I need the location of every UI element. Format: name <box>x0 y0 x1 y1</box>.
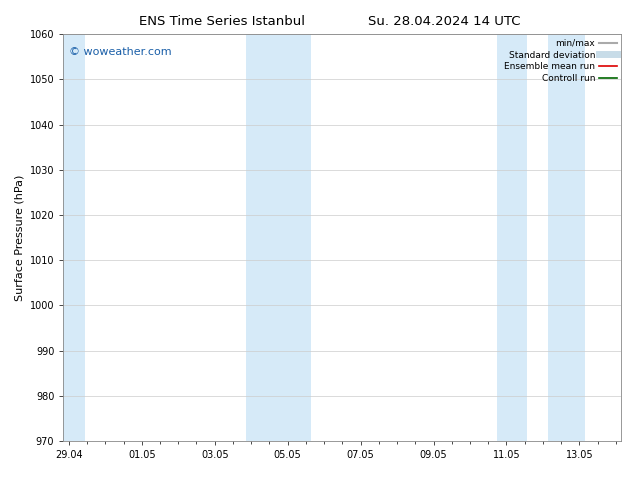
Bar <box>246 34 311 441</box>
Bar <box>548 34 585 441</box>
Text: ENS Time Series Istanbul: ENS Time Series Istanbul <box>139 15 305 28</box>
Text: Su. 28.04.2024 14 UTC: Su. 28.04.2024 14 UTC <box>368 15 520 28</box>
Legend: min/max, Standard deviation, Ensemble mean run, Controll run: min/max, Standard deviation, Ensemble me… <box>504 39 617 83</box>
Y-axis label: Surface Pressure (hPa): Surface Pressure (hPa) <box>14 174 24 301</box>
Bar <box>63 34 86 441</box>
Text: © woweather.com: © woweather.com <box>69 47 172 56</box>
Bar <box>497 34 526 441</box>
